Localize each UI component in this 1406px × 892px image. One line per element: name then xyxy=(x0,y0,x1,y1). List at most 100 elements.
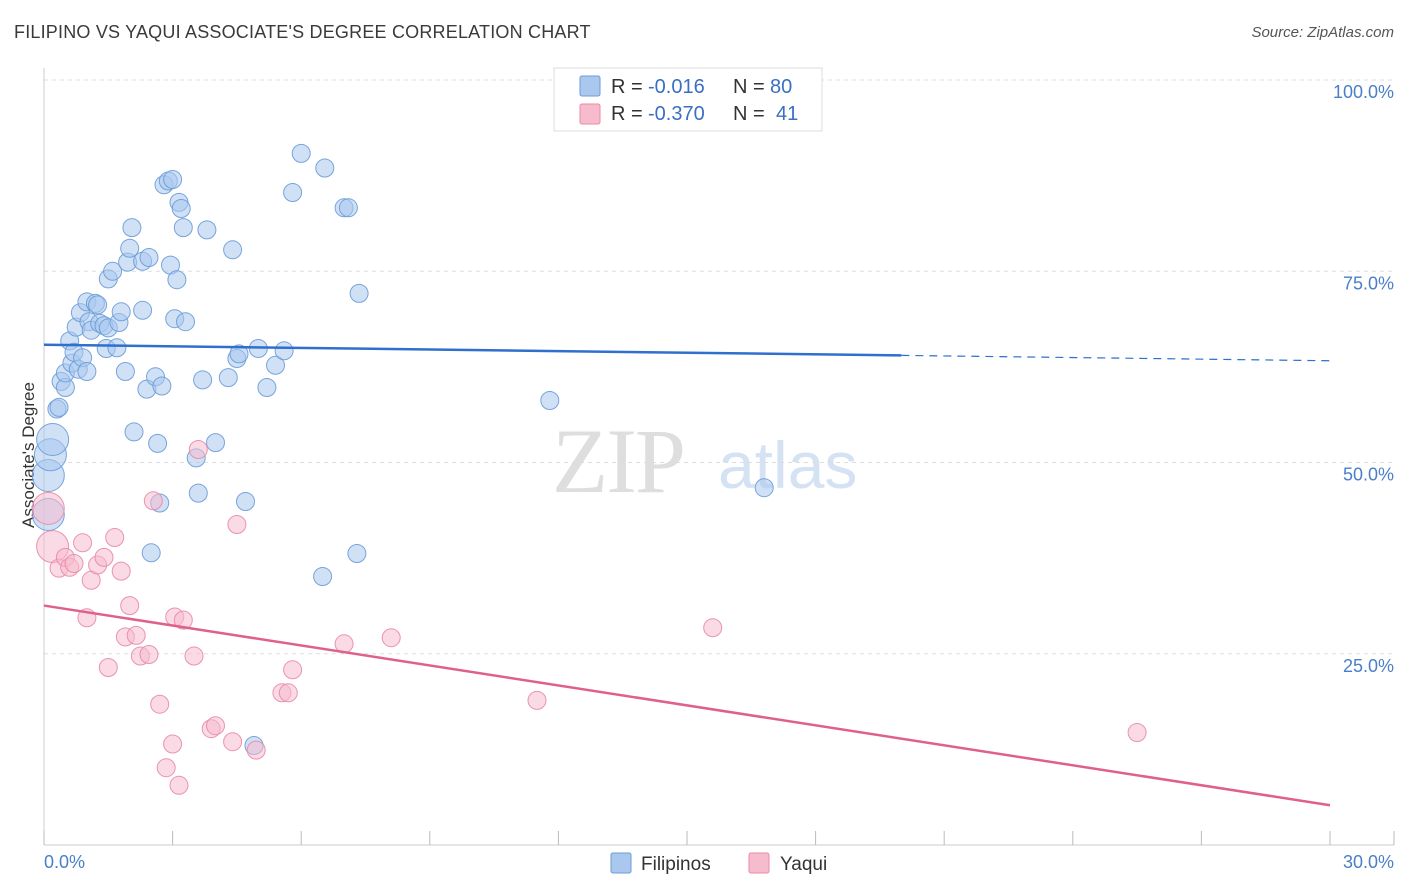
filipinos-point-73 xyxy=(315,158,335,178)
trendline-filipinos xyxy=(43,343,902,357)
legend-n-value-yaqui: 41 xyxy=(776,103,798,125)
yaqui-point-26 xyxy=(184,646,204,666)
legend-r-value-filipinos: -0.016 xyxy=(648,76,705,98)
filipinos-point-75 xyxy=(338,198,358,218)
filipinos-point-5 xyxy=(49,397,69,417)
yaqui-point-30 xyxy=(223,732,243,752)
filipinos-point-61 xyxy=(223,240,243,260)
filipinos-point-40 xyxy=(141,543,161,563)
yaqui-point-24 xyxy=(169,775,189,795)
y-tick-labels: 25.0% 50.0% 75.0% 100.0% xyxy=(1333,82,1394,676)
filipinos-point-35 xyxy=(124,422,144,442)
filipinos-point-3 xyxy=(36,423,70,456)
filipinos-point-78 xyxy=(540,391,560,410)
filipinos-point-67 xyxy=(257,378,277,397)
legend-swatch-filipinos xyxy=(579,75,601,97)
filipinos-point-30 xyxy=(111,302,131,322)
filipinos-point-33 xyxy=(120,238,140,258)
legend-swatch-yaqui xyxy=(579,103,601,125)
x-tick-label-max: 30.0% xyxy=(1343,852,1394,872)
legend-r-label-filipinos: R = xyxy=(611,76,643,98)
filipinos-point-60 xyxy=(218,368,238,388)
filipinos-point-42 xyxy=(148,433,168,453)
yaqui-point-19 xyxy=(143,491,163,511)
filipinos-point-77 xyxy=(349,283,369,303)
filipinos-point-50 xyxy=(167,270,187,290)
gridlines xyxy=(44,79,1394,655)
y-tick-label-100: 100.0% xyxy=(1333,82,1394,102)
bottom-legend-swatch-yaqui xyxy=(748,852,770,874)
yaqui-point-27 xyxy=(188,440,208,459)
filipinos-point-52 xyxy=(171,199,191,218)
filipinos-point-48 xyxy=(163,170,183,189)
filipinos-point-54 xyxy=(176,312,195,332)
legend-stats: R = -0.016 N = 80 R = -0.370 N = 41 xyxy=(553,67,823,132)
y-tick-label-25: 25.0% xyxy=(1343,656,1394,676)
legend-n-label-filipinos: N = xyxy=(733,76,765,98)
filipinos-point-44 xyxy=(152,376,172,396)
filipinos-point-21 xyxy=(88,295,108,315)
yaqui-point-21 xyxy=(156,758,176,778)
legend-r-value-yaqui: -0.370 xyxy=(648,103,705,125)
filipinos-point-72 xyxy=(313,567,333,586)
yaqui-point-5 xyxy=(64,554,84,573)
watermark-atlas: atlas xyxy=(718,428,857,502)
yaqui-point-25 xyxy=(173,610,193,630)
filipinos-point-16 xyxy=(77,362,97,381)
filipinos-point-70 xyxy=(283,183,303,202)
y-tick-label-75: 75.0% xyxy=(1343,273,1394,293)
filipinos-point-36 xyxy=(133,300,153,320)
yaqui-point-34 xyxy=(278,683,298,703)
yaqui-point-35 xyxy=(283,660,303,680)
watermark: ZIP atlas xyxy=(552,410,857,512)
yaqui-point-38 xyxy=(527,690,547,710)
bottom-legend-swatch-filipinos xyxy=(610,852,632,874)
bottom-legend-label-filipinos: Filipinos xyxy=(641,854,711,875)
yaqui-point-0 xyxy=(31,491,65,525)
yaqui-point-16 xyxy=(126,625,146,645)
yaqui-point-11 xyxy=(98,658,118,677)
yaqui-point-13 xyxy=(111,561,131,581)
filipinos-point-59 xyxy=(206,433,225,453)
chart-title: FILIPINO VS YAQUI ASSOCIATE'S DEGREE COR… xyxy=(14,22,591,42)
bottom-legend-label-yaqui: Yaqui xyxy=(780,854,827,875)
yaqui-point-20 xyxy=(150,694,170,714)
yaqui-point-31 xyxy=(227,515,247,534)
y-axis-label: Associate's Degree xyxy=(19,382,38,528)
filipinos-point-79 xyxy=(754,478,774,498)
yaqui-point-15 xyxy=(120,596,140,616)
yaqui-point-32 xyxy=(246,740,266,760)
filipinos-point-68 xyxy=(266,355,285,375)
watermark-zip: ZIP xyxy=(552,410,684,512)
yaqui-point-22 xyxy=(163,734,183,754)
trendlines xyxy=(43,343,1331,807)
yaqui-point-39 xyxy=(703,618,723,638)
filipinos-point-64 xyxy=(236,492,255,511)
filipinos-point-27 xyxy=(103,261,123,281)
series-yaqui xyxy=(31,440,1147,795)
yaqui-point-37 xyxy=(381,628,401,648)
filipinos-point-76 xyxy=(347,544,367,563)
filipinos-point-58 xyxy=(197,220,217,240)
filipinos-point-56 xyxy=(188,483,208,503)
x-ticks xyxy=(43,831,1395,845)
yaqui-point-40 xyxy=(1127,723,1147,742)
filipinos-point-34 xyxy=(122,218,142,238)
chart-source: Source: ZipAtlas.com xyxy=(1251,24,1394,41)
legend-n-label-yaqui: N = xyxy=(733,103,765,125)
trendline-filipinos-extension xyxy=(901,354,1331,362)
filipinos-point-39 xyxy=(139,248,159,267)
filipinos-point-69 xyxy=(274,341,294,361)
legend-r-label-yaqui: R = xyxy=(611,103,643,125)
filipinos-point-71 xyxy=(291,143,311,163)
filipinos-point-53 xyxy=(173,218,193,238)
yaqui-point-29 xyxy=(206,716,225,736)
y-tick-label-50: 50.0% xyxy=(1343,465,1394,485)
filipinos-point-63 xyxy=(229,344,249,364)
trendline-yaqui xyxy=(43,604,1331,807)
filipinos-point-57 xyxy=(193,370,213,390)
legend-n-value-filipinos: 80 xyxy=(770,76,792,98)
legend-series: Filipinos Yaqui xyxy=(610,852,827,875)
yaqui-point-6 xyxy=(73,533,93,553)
